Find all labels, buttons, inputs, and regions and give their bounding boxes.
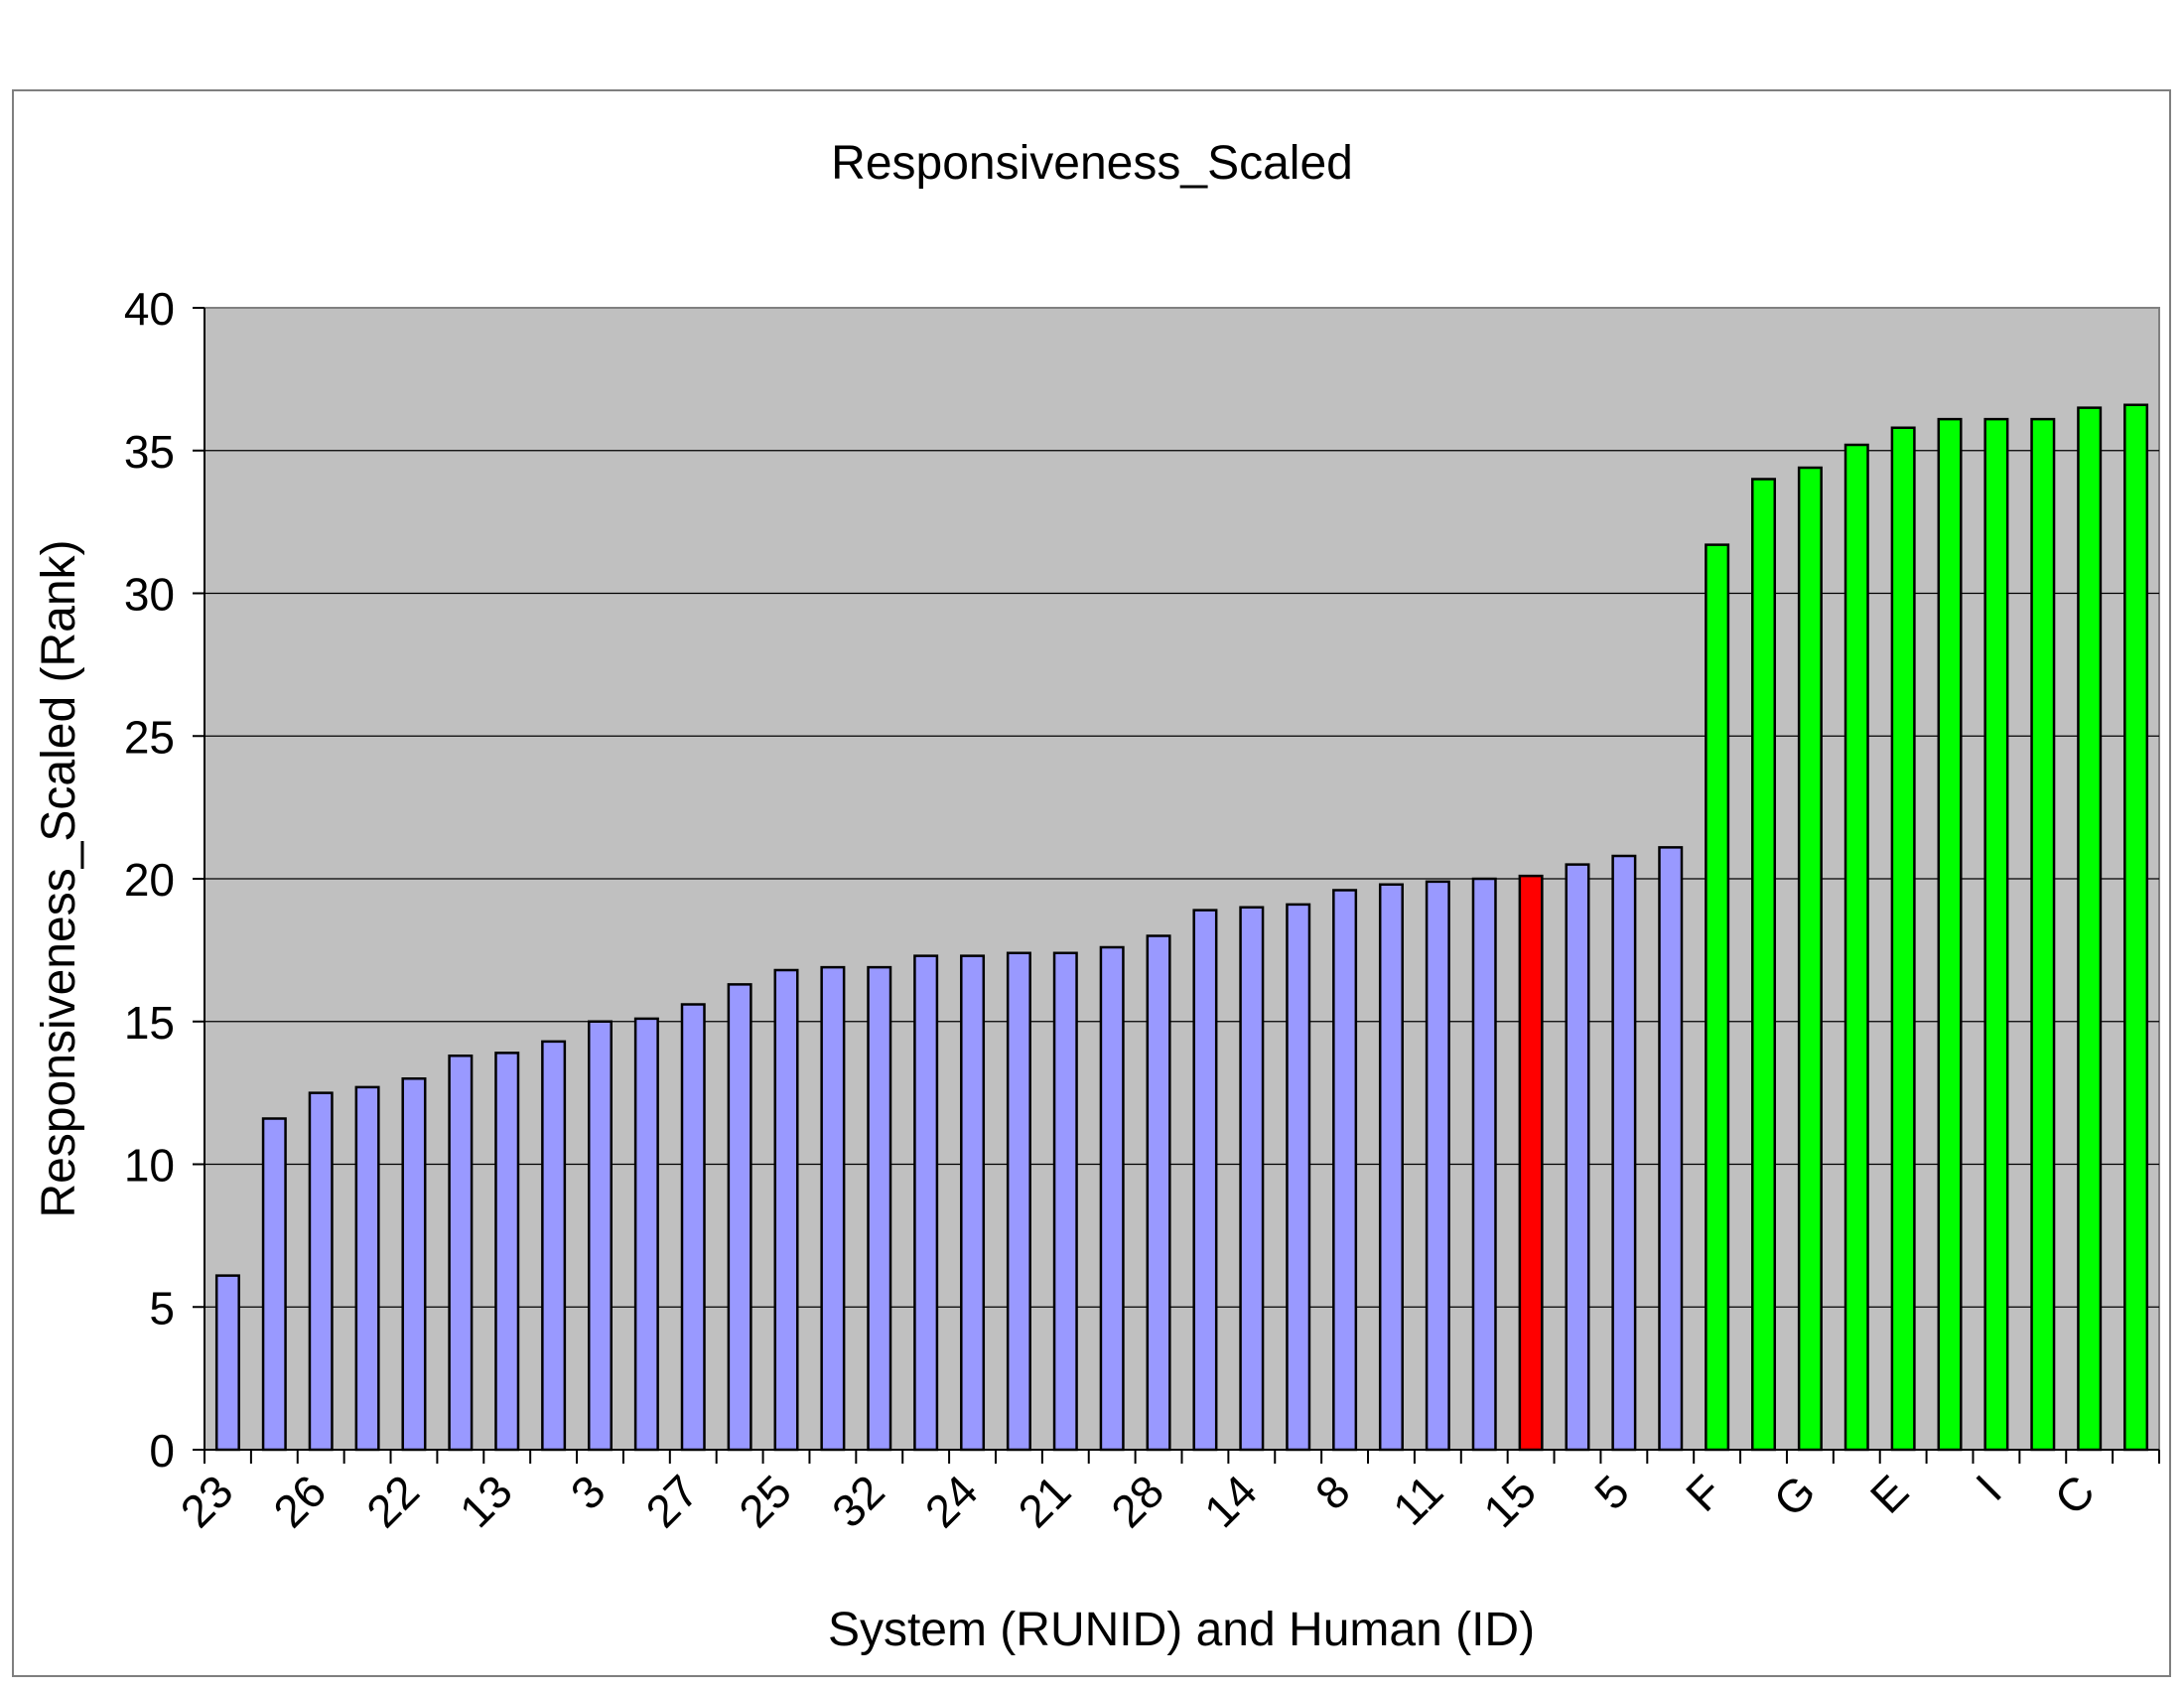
bar-system xyxy=(494,1052,520,1452)
bars xyxy=(214,403,2149,1452)
bar-system xyxy=(541,1040,567,1452)
bar-human xyxy=(1983,417,2009,1452)
bar-system xyxy=(1006,951,1031,1452)
y-tick-label: 15 xyxy=(124,997,175,1049)
bar-system xyxy=(1425,880,1450,1452)
bar-system xyxy=(820,965,846,1452)
bar-human xyxy=(2077,406,2103,1452)
bar-human xyxy=(1797,466,1823,1452)
y-tick-label: 35 xyxy=(124,426,175,478)
bar-system xyxy=(1658,846,1684,1452)
bar-human xyxy=(2030,417,2056,1452)
bar-system xyxy=(1099,945,1125,1452)
x-axis-label: System (RUNID) and Human (ID) xyxy=(828,1604,1535,1656)
bar-system xyxy=(308,1091,334,1452)
bar-human xyxy=(1705,543,1730,1452)
bar-system xyxy=(1611,854,1637,1452)
bar-human xyxy=(2123,403,2149,1452)
bar-system xyxy=(680,1003,706,1452)
bar-system xyxy=(633,1017,659,1452)
y-tick-label: 30 xyxy=(124,569,175,621)
axes xyxy=(193,307,2160,1464)
bar-system xyxy=(1146,934,1171,1452)
bar-system xyxy=(1239,906,1265,1452)
y-tick-label: 0 xyxy=(149,1425,175,1477)
bar-system xyxy=(1332,889,1358,1452)
bar-system xyxy=(401,1077,427,1452)
y-tick-label: 20 xyxy=(124,854,175,906)
y-tick-label: 25 xyxy=(124,711,175,763)
bar-system xyxy=(1565,863,1590,1452)
bar-system xyxy=(867,965,892,1452)
bar-human xyxy=(1843,443,1869,1452)
bar-system xyxy=(1286,903,1311,1452)
bar-human xyxy=(1937,417,1963,1452)
bar-system xyxy=(261,1117,287,1452)
bar-system xyxy=(354,1085,380,1452)
bar-system xyxy=(448,1055,474,1452)
gridlines xyxy=(205,450,2159,1308)
bar-system xyxy=(727,983,752,1452)
chart-title: Responsiveness_Scaled xyxy=(831,137,1353,190)
y-tick-label: 40 xyxy=(124,283,175,335)
y-axis-label: Responsiveness_Scaled (Rank) xyxy=(33,539,85,1217)
bar-system xyxy=(960,954,986,1452)
y-tick-label: 10 xyxy=(124,1140,175,1192)
bar-system xyxy=(214,1274,240,1452)
bar-system xyxy=(587,1020,613,1452)
bar-system xyxy=(773,968,799,1452)
bar-highlight xyxy=(1518,874,1544,1452)
bar-system xyxy=(913,954,939,1452)
y-tick-labels: 0 5 10 15 20 25 30 35 40 xyxy=(124,283,175,1477)
y-tick-label: 5 xyxy=(149,1282,175,1334)
bar-system xyxy=(1192,909,1218,1452)
bar-system xyxy=(1471,877,1497,1452)
bar-system xyxy=(1052,951,1078,1452)
bar-human xyxy=(1751,478,1777,1452)
bar-system xyxy=(1378,883,1404,1452)
bar-human xyxy=(1890,426,1916,1452)
